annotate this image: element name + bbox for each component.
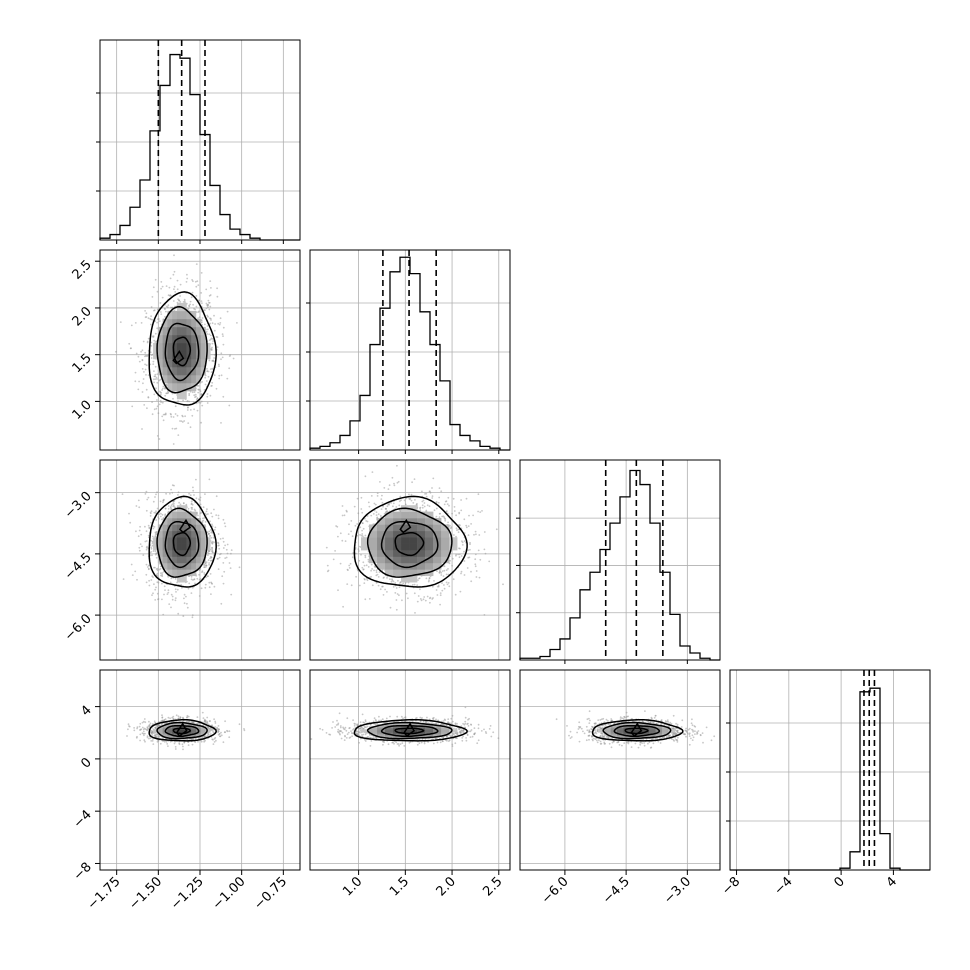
x-tick-label-3-1: −4 [771, 874, 795, 898]
contour-level-2 [156, 721, 208, 740]
panel-content [121, 460, 241, 619]
hist-frame-3 [729, 669, 931, 871]
contour-level-3 [353, 495, 468, 588]
contour-level-2 [366, 507, 453, 578]
contour-level-3 [353, 719, 468, 742]
pair-panel-0-2 [99, 459, 301, 661]
hist-panel-3 [726, 669, 931, 871]
hist-panel-1 [306, 249, 511, 451]
y-tick-label-3-3: 4 [78, 703, 94, 719]
histogram-step-2 [519, 469, 720, 661]
y-tick-label-3-1: −4 [71, 807, 95, 831]
pair-panel-1-2 [309, 459, 511, 661]
x-tick-label-2-1: −4.5 [600, 874, 633, 907]
contour-level-0 [172, 336, 192, 367]
y-tick-label-1-3: 2.5 [70, 257, 95, 282]
y-tick-label-1-1: 1.5 [70, 351, 95, 376]
hist-frame-1 [309, 249, 511, 451]
contour-level-2 [602, 721, 672, 740]
contour-level-1 [164, 724, 200, 738]
contour-peak [630, 722, 643, 737]
panel-content [115, 254, 238, 445]
x-tick-label-1-0: 1.0 [340, 874, 365, 899]
y-tick-label-2-1: −4.5 [62, 550, 95, 583]
x-tick-label-0-2: −1.25 [168, 874, 207, 913]
x-tick-label-0-3: −1.00 [210, 874, 249, 913]
contour-level-1 [380, 520, 439, 569]
y-tick-label-2-0: −6.0 [62, 611, 95, 644]
y-tick-label-2-2: −3.0 [62, 489, 95, 522]
contour-peak [172, 349, 185, 365]
x-tick-label-3-0: −8 [719, 874, 743, 898]
panel-content [310, 706, 500, 747]
histogram-step-1 [309, 256, 510, 451]
histogram-step-3 [730, 687, 930, 871]
x-tick-label-1-2: 2.0 [434, 874, 459, 899]
pair-frame-2-3 [519, 669, 721, 871]
contour-peak [179, 518, 191, 534]
x-tick-label-1-3: 2.5 [480, 874, 505, 899]
x-tick-label-0-1: −1.50 [126, 874, 165, 913]
contour-peak [175, 722, 188, 737]
contour-level-1 [164, 520, 200, 569]
contour-level-0 [624, 727, 649, 735]
contour-level-2 [156, 306, 208, 394]
x-tick-label-2-0: −6.0 [539, 874, 572, 907]
x-tick-label-0-0: −1.75 [85, 874, 124, 913]
pair-panel-0-1 [99, 249, 301, 451]
contour-level-3 [591, 719, 684, 742]
x-tick-label-1-1: 1.5 [387, 874, 412, 899]
contour-level-3 [148, 495, 217, 588]
hist-frame-2 [519, 459, 721, 661]
pair-frame-0-1 [99, 249, 301, 451]
contour-level-2 [366, 721, 453, 740]
y-tick-label-3-0: −8 [71, 860, 95, 884]
panel-content [325, 464, 504, 616]
contour-peak [403, 722, 416, 737]
histogram-step-0 [99, 53, 300, 241]
contour-level-0 [394, 531, 425, 557]
contour-level-1 [164, 322, 200, 382]
y-tick-label-1-2: 2.0 [70, 304, 95, 329]
contour-level-3 [148, 291, 217, 406]
pair-panel-2-3 [519, 669, 721, 871]
pair-panel-0-3 [99, 669, 301, 871]
contour-level-2 [156, 507, 208, 578]
panel-content [126, 711, 246, 751]
hist-panel-2 [516, 459, 721, 661]
pair-frame-0-2 [99, 459, 301, 661]
contour-peak [399, 518, 412, 534]
x-tick-label-3-3: 4 [884, 874, 900, 890]
x-tick-label-2-2: −3.0 [661, 874, 694, 907]
contour-level-0 [394, 727, 425, 735]
pair-frame-1-3 [309, 669, 511, 871]
hist-panel-0 [96, 39, 301, 241]
pair-frame-1-2 [309, 459, 511, 661]
y-tick-label-1-0: 1.0 [70, 398, 95, 423]
contour-level-3 [148, 719, 217, 742]
x-tick-label-3-2: 0 [831, 874, 847, 890]
contour-level-0 [172, 531, 192, 557]
x-tick-label-0-4: −0.75 [251, 874, 290, 913]
pair-panel-1-3 [309, 669, 511, 871]
panel-content [555, 710, 716, 749]
contour-level-1 [380, 724, 439, 738]
contour-level-1 [613, 724, 661, 738]
y-tick-label-3-2: 0 [78, 755, 94, 771]
